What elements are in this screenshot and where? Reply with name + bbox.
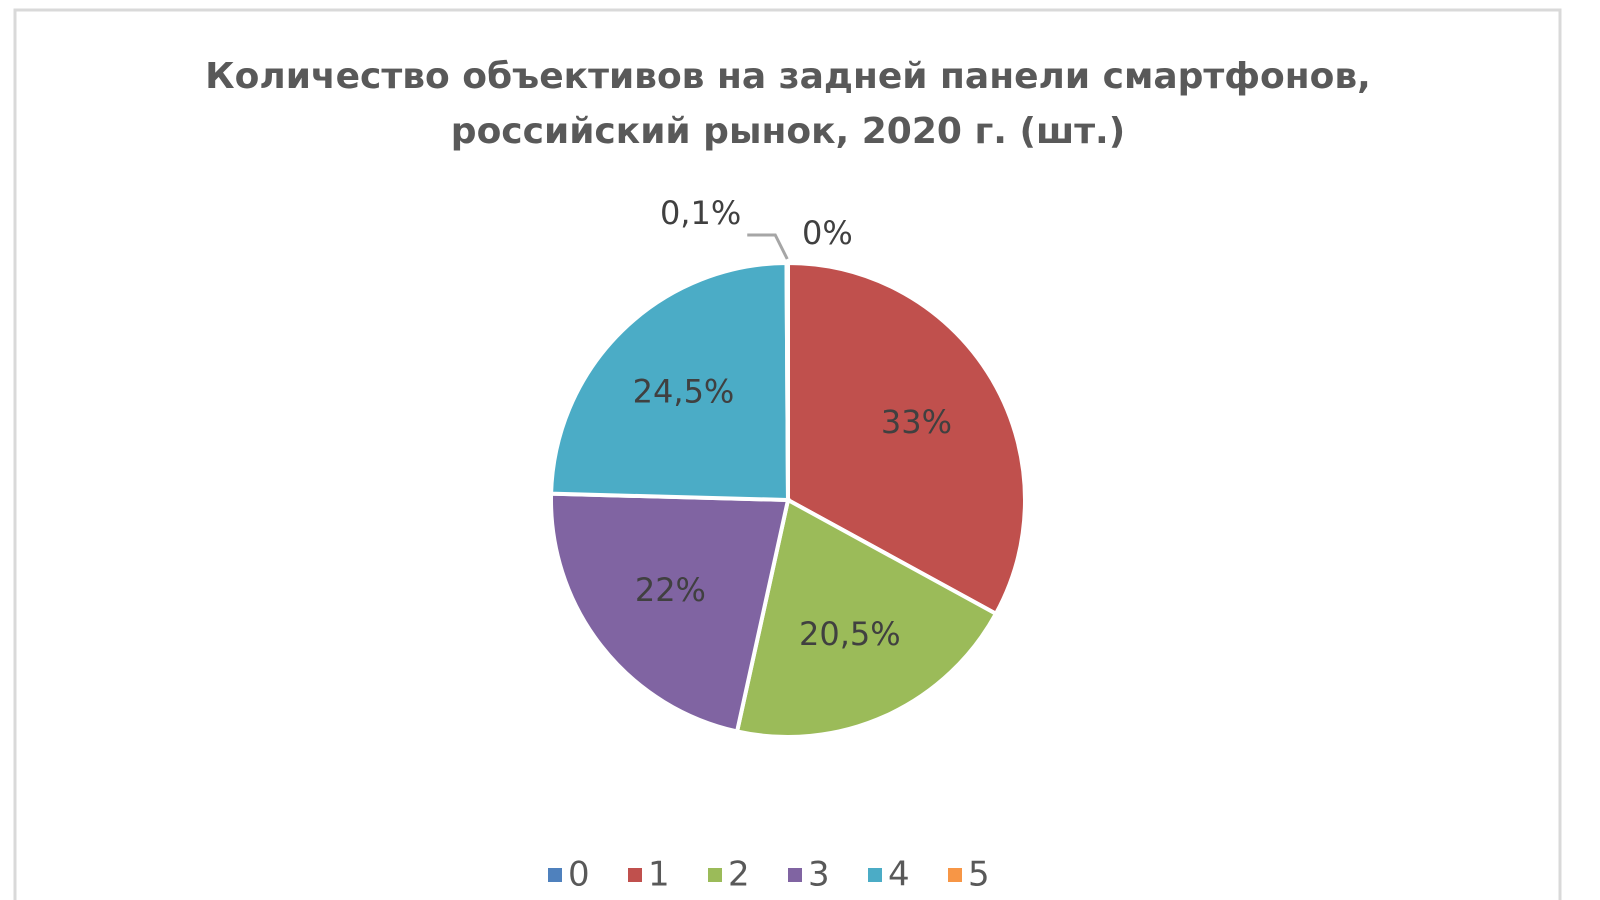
- legend-label: 4: [888, 855, 910, 895]
- legend-swatch: [548, 868, 562, 882]
- legend-label: 0: [568, 855, 590, 895]
- legend-label: 3: [808, 855, 830, 895]
- pie-slice: [549, 491, 791, 734]
- legend-swatch: [948, 868, 962, 882]
- legend-swatch: [628, 868, 642, 882]
- chart-title: российский рынок, 2020 г. (шт.): [451, 111, 1125, 152]
- data-label: 0%: [802, 214, 853, 252]
- data-label: 0,1%: [660, 194, 741, 232]
- data-label: 24,5%: [633, 372, 735, 410]
- leader-line: [747, 233, 789, 260]
- pie-slice: [784, 260, 790, 501]
- pie-slice: [734, 496, 999, 739]
- data-label: 22%: [635, 571, 706, 609]
- legend-swatch: [788, 868, 802, 882]
- chart-title: Количество объективов на задней панели с…: [205, 56, 1371, 97]
- data-label: 33%: [881, 403, 952, 441]
- pie-slice: [549, 260, 791, 503]
- legend-label: 1: [648, 855, 670, 895]
- data-label: 20,5%: [799, 615, 901, 653]
- legend-label: 2: [728, 855, 750, 895]
- legend-label: 5: [968, 855, 990, 895]
- legend-swatch: [868, 868, 882, 882]
- pie-slice: [786, 260, 1027, 617]
- legend-swatch: [708, 868, 722, 882]
